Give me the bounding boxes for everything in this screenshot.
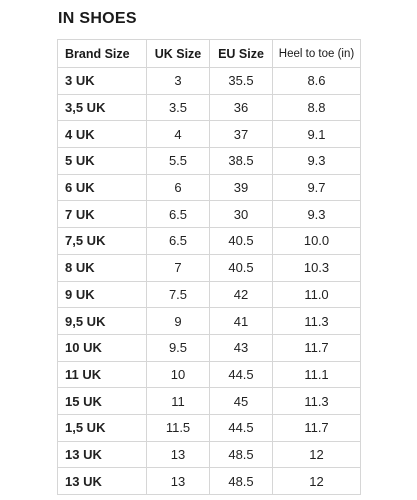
eu-size-cell: 39 xyxy=(209,173,273,202)
brand-size-cell: 9,5 UK xyxy=(57,307,147,335)
table-row: 9,5 UK 9 41 11.3 xyxy=(57,307,361,335)
eu-size-cell: 38.5 xyxy=(209,147,273,175)
heel-to-toe-cell: 8.8 xyxy=(272,93,361,122)
uk-size-cell: 6.5 xyxy=(146,227,210,255)
brand-size-cell: 7 UK xyxy=(57,200,147,229)
brand-size-cell: 3 UK xyxy=(57,67,147,95)
eu-size-cell: 42 xyxy=(209,280,273,309)
table-row: 6 UK 6 39 9.7 xyxy=(57,173,361,202)
eu-size-cell: 44.5 xyxy=(209,360,273,389)
uk-size-cell: 9 xyxy=(146,307,210,335)
brand-size-cell: 13 UK xyxy=(57,440,147,469)
uk-size-cell: 4 xyxy=(146,120,210,149)
brand-size-cell: 5 UK xyxy=(57,147,147,175)
table-row: 9 UK 7.5 42 11.0 xyxy=(57,280,361,309)
heel-to-toe-cell: 11.0 xyxy=(272,280,361,309)
uk-size-cell: 13 xyxy=(146,440,210,469)
header-heel-to-toe: Heel to toe (in) xyxy=(272,39,361,68)
brand-size-cell: 11 UK xyxy=(57,360,147,389)
table-row: 13 UK 13 48.5 12 xyxy=(57,467,361,495)
page-title: IN SHOES xyxy=(58,10,137,27)
brand-size-cell: 7,5 UK xyxy=(57,227,147,255)
brand-size-cell: 1,5 UK xyxy=(57,413,147,442)
eu-size-cell: 40.5 xyxy=(209,227,273,255)
eu-size-cell: 41 xyxy=(209,307,273,335)
eu-size-cell: 37 xyxy=(209,120,273,149)
uk-size-cell: 3.5 xyxy=(146,93,210,122)
heel-to-toe-cell: 9.7 xyxy=(272,173,361,202)
uk-size-cell: 6 xyxy=(146,173,210,202)
table-row: 13 UK 13 48.5 12 xyxy=(57,440,361,469)
table-row: 7,5 UK 6.5 40.5 10.0 xyxy=(57,227,361,255)
brand-size-cell: 13 UK xyxy=(57,467,147,495)
table-row: 15 UK 11 45 11.3 xyxy=(57,387,361,415)
header-brand-size: Brand Size xyxy=(57,39,147,68)
uk-size-cell: 10 xyxy=(146,360,210,389)
header-uk-size: UK Size xyxy=(146,39,210,68)
heel-to-toe-cell: 11.3 xyxy=(272,307,361,335)
uk-size-cell: 7.5 xyxy=(146,280,210,309)
brand-size-cell: 4 UK xyxy=(57,120,147,149)
eu-size-cell: 30 xyxy=(209,200,273,229)
heel-to-toe-cell: 9.3 xyxy=(272,147,361,175)
eu-size-cell: 44.5 xyxy=(209,413,273,442)
uk-size-cell: 6.5 xyxy=(146,200,210,229)
table-row: 3,5 UK 3.5 36 8.8 xyxy=(57,93,361,122)
heel-to-toe-cell: 12 xyxy=(272,467,361,495)
uk-size-cell: 11.5 xyxy=(146,413,210,442)
brand-size-cell: 10 UK xyxy=(57,333,147,362)
eu-size-cell: 48.5 xyxy=(209,440,273,469)
size-chart-table: Brand Size UK Size EU Size Heel to toe (… xyxy=(57,39,361,495)
table-row: 7 UK 6.5 30 9.3 xyxy=(57,200,361,229)
table-row: 4 UK 4 37 9.1 xyxy=(57,120,361,149)
table-row: 1,5 UK 11.5 44.5 11.7 xyxy=(57,413,361,442)
brand-size-cell: 8 UK xyxy=(57,253,147,282)
brand-size-cell: 6 UK xyxy=(57,173,147,202)
heel-to-toe-cell: 9.1 xyxy=(272,120,361,149)
table-header-row: Brand Size UK Size EU Size Heel to toe (… xyxy=(57,39,361,68)
table-row: 5 UK 5.5 38.5 9.3 xyxy=(57,147,361,175)
table-row: 11 UK 10 44.5 11.1 xyxy=(57,360,361,389)
heel-to-toe-cell: 11.7 xyxy=(272,333,361,362)
header-eu-size: EU Size xyxy=(209,39,273,68)
uk-size-cell: 13 xyxy=(146,467,210,495)
heel-to-toe-cell: 10.0 xyxy=(272,227,361,255)
uk-size-cell: 5.5 xyxy=(146,147,210,175)
eu-size-cell: 43 xyxy=(209,333,273,362)
eu-size-cell: 40.5 xyxy=(209,253,273,282)
eu-size-cell: 36 xyxy=(209,93,273,122)
table-row: 8 UK 7 40.5 10.3 xyxy=(57,253,361,282)
uk-size-cell: 11 xyxy=(146,387,210,415)
heel-to-toe-cell: 11.7 xyxy=(272,413,361,442)
table-row: 3 UK 3 35.5 8.6 xyxy=(57,67,361,95)
uk-size-cell: 7 xyxy=(146,253,210,282)
heel-to-toe-cell: 10.3 xyxy=(272,253,361,282)
brand-size-cell: 9 UK xyxy=(57,280,147,309)
brand-size-cell: 3,5 UK xyxy=(57,93,147,122)
heel-to-toe-cell: 9.3 xyxy=(272,200,361,229)
eu-size-cell: 48.5 xyxy=(209,467,273,495)
table-body: 3 UK 3 35.5 8.6 3,5 UK 3.5 36 8.8 4 UK 4 37 9.1 5 UK… xyxy=(57,67,361,495)
heel-to-toe-cell: 11.1 xyxy=(272,360,361,389)
heel-to-toe-cell: 8.6 xyxy=(272,67,361,95)
uk-size-cell: 3 xyxy=(146,67,210,95)
heel-to-toe-cell: 11.3 xyxy=(272,387,361,415)
eu-size-cell: 45 xyxy=(209,387,273,415)
table-row: 10 UK 9.5 43 11.7 xyxy=(57,333,361,362)
brand-size-cell: 15 UK xyxy=(57,387,147,415)
heel-to-toe-cell: 12 xyxy=(272,440,361,469)
eu-size-cell: 35.5 xyxy=(209,67,273,95)
uk-size-cell: 9.5 xyxy=(146,333,210,362)
